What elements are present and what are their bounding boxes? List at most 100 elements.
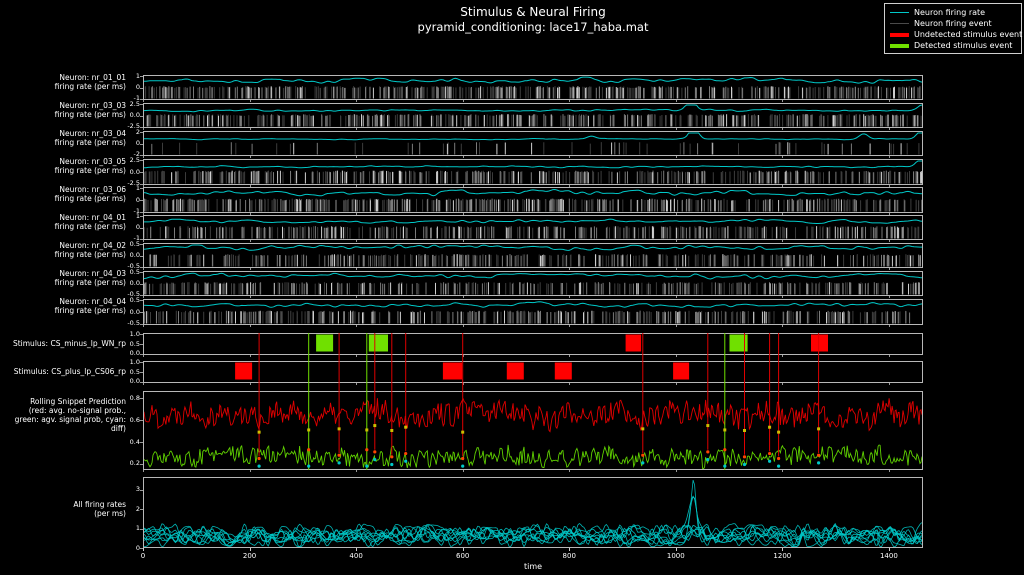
panel-plot-nr_04_01 bbox=[144, 218, 922, 239]
panel-label-line: firing rate (per ms) bbox=[54, 306, 126, 315]
panel-plot-nr_04_03 bbox=[144, 272, 922, 295]
x-tick-mark bbox=[143, 296, 144, 298]
y-tick-label: 0 bbox=[135, 139, 140, 147]
x-tick-mark bbox=[782, 383, 784, 385]
x-tick-mark bbox=[143, 325, 144, 327]
y-tick-label: 0.6 bbox=[129, 415, 140, 424]
y-tick-mark bbox=[140, 143, 143, 145]
panel-label-CS_minus_lp_WN_rp: Stimulus: CS_minus_lp_WN_rp bbox=[0, 339, 126, 348]
x-tick-mark bbox=[675, 296, 677, 298]
neuron-event-raster bbox=[150, 254, 920, 267]
undetected-stimulus-block bbox=[442, 362, 463, 380]
neuron-event-raster bbox=[144, 282, 920, 295]
x-tick-mark bbox=[569, 100, 571, 102]
panel-label-rolling_snippet_prediction: Rolling Snippet Prediction (red: avg. no-… bbox=[0, 397, 126, 433]
y-tick-label: 0.5 bbox=[129, 339, 140, 348]
y-tick-mark bbox=[140, 104, 143, 106]
y-tick-mark bbox=[140, 216, 143, 218]
y-tick-label: 3 bbox=[135, 485, 140, 494]
x-tick-mark bbox=[569, 325, 571, 327]
y-tick-label: -2.5 bbox=[127, 179, 140, 188]
x-tick-mark bbox=[356, 296, 358, 298]
x-tick-mark bbox=[569, 296, 571, 298]
legend-item-label: Detected stimulus event bbox=[914, 41, 1013, 50]
x-tick-mark bbox=[462, 185, 464, 187]
y-tick-label: 1 bbox=[135, 211, 140, 220]
legend-item: Undetected stimulus event bbox=[890, 29, 1022, 40]
detected-stimulus-block bbox=[368, 334, 388, 352]
x-tick-label: 200 bbox=[242, 552, 257, 560]
x-tick-label: 1000 bbox=[666, 552, 685, 560]
panel-label-line: firing rate (per ms) bbox=[54, 166, 126, 175]
y-tick-label: 2 bbox=[135, 127, 140, 136]
y-tick-label: -1 bbox=[133, 234, 140, 243]
legend-swatch-0 bbox=[890, 11, 909, 14]
neuron-event-raster bbox=[162, 142, 920, 155]
x-tick-mark bbox=[249, 213, 251, 215]
y-tick-label: 1 bbox=[135, 71, 140, 80]
detected-stimulus-block bbox=[316, 334, 334, 352]
undetected-stimulus-block bbox=[811, 334, 828, 352]
y-tick-mark bbox=[140, 344, 143, 345]
panel-nr_04_03 bbox=[143, 271, 923, 296]
x-tick-mark bbox=[356, 268, 358, 270]
panel-nr_01_01 bbox=[143, 75, 923, 100]
x-tick-mark bbox=[249, 296, 251, 298]
x-tick-mark bbox=[462, 100, 464, 102]
y-tick-mark bbox=[140, 372, 143, 373]
panel-label-nr_04_02: Neuron: nr_04_02 firing rate (per ms) bbox=[0, 241, 126, 259]
panel-nr_04_02 bbox=[143, 243, 923, 268]
y-tick-label: 0.0 bbox=[129, 111, 140, 119]
all-firing-rates-trace bbox=[144, 524, 922, 547]
y-tick-label: 2.5 bbox=[129, 99, 140, 108]
panel-nr_04_04 bbox=[143, 299, 923, 325]
panel-label-line: Stimulus: CS_plus_lp_CS06_rp bbox=[13, 367, 126, 376]
y-tick-label: 0.5 bbox=[129, 267, 140, 276]
y-tick-label: 0 bbox=[135, 223, 140, 231]
neuron-event-raster bbox=[149, 254, 921, 267]
x-tick-mark bbox=[888, 383, 890, 385]
neuron-event-raster bbox=[293, 142, 902, 155]
neuron-event-raster bbox=[165, 86, 913, 99]
all-firing-rates-trace bbox=[144, 524, 922, 547]
panel-nr_03_03 bbox=[143, 103, 923, 128]
panel-label-nr_04_04: Neuron: nr_04_04 firing rate (per ms) bbox=[0, 297, 126, 315]
x-tick-mark bbox=[675, 185, 677, 187]
neuron-firing-rate-trace bbox=[144, 244, 922, 251]
detected-stimulus-block bbox=[729, 334, 748, 352]
x-tick-mark bbox=[675, 470, 677, 472]
y-tick-mark bbox=[140, 266, 143, 268]
panel-label-line: Neuron: nr_03_04 bbox=[59, 129, 126, 138]
y-tick-label: 0.8 bbox=[129, 393, 140, 402]
x-tick-mark bbox=[249, 383, 251, 385]
panel-plot-nr_01_01 bbox=[144, 76, 922, 99]
x-tick-mark bbox=[888, 470, 890, 472]
y-tick-mark bbox=[140, 188, 143, 190]
y-tick-mark bbox=[140, 509, 143, 511]
x-tick-mark bbox=[782, 268, 784, 270]
panel-label-line: Neuron: nr_03_03 bbox=[59, 101, 126, 110]
y-tick-mark bbox=[140, 227, 143, 229]
y-tick-mark bbox=[140, 183, 143, 185]
x-tick-mark bbox=[356, 100, 358, 102]
panel-plot-nr_04_04 bbox=[144, 301, 922, 324]
y-tick-label: 0 bbox=[135, 543, 140, 552]
x-tick-mark bbox=[675, 213, 677, 215]
y-tick-mark bbox=[140, 160, 143, 162]
neuron-event-raster bbox=[148, 114, 917, 127]
panel-label-all_firing_rates: All firing rates (per ms) bbox=[0, 500, 126, 518]
y-tick-label: 0.2 bbox=[129, 459, 140, 468]
x-tick-mark bbox=[462, 128, 464, 130]
neuron-firing-rate-trace bbox=[144, 76, 922, 84]
x-tick-mark bbox=[675, 240, 677, 242]
y-tick-label: 0.0 bbox=[129, 251, 140, 259]
x-tick-mark bbox=[143, 156, 144, 158]
panel-label-line: firing rate (per ms) bbox=[54, 250, 126, 259]
legend-item-label: Undetected stimulus event bbox=[914, 30, 1023, 39]
legend-item: Detected stimulus event bbox=[890, 40, 1016, 51]
y-tick-label: -2.5 bbox=[127, 122, 140, 131]
panel-nr_03_06 bbox=[143, 187, 923, 213]
x-tick-mark bbox=[569, 470, 571, 472]
y-tick-label: 1.0 bbox=[129, 357, 140, 366]
